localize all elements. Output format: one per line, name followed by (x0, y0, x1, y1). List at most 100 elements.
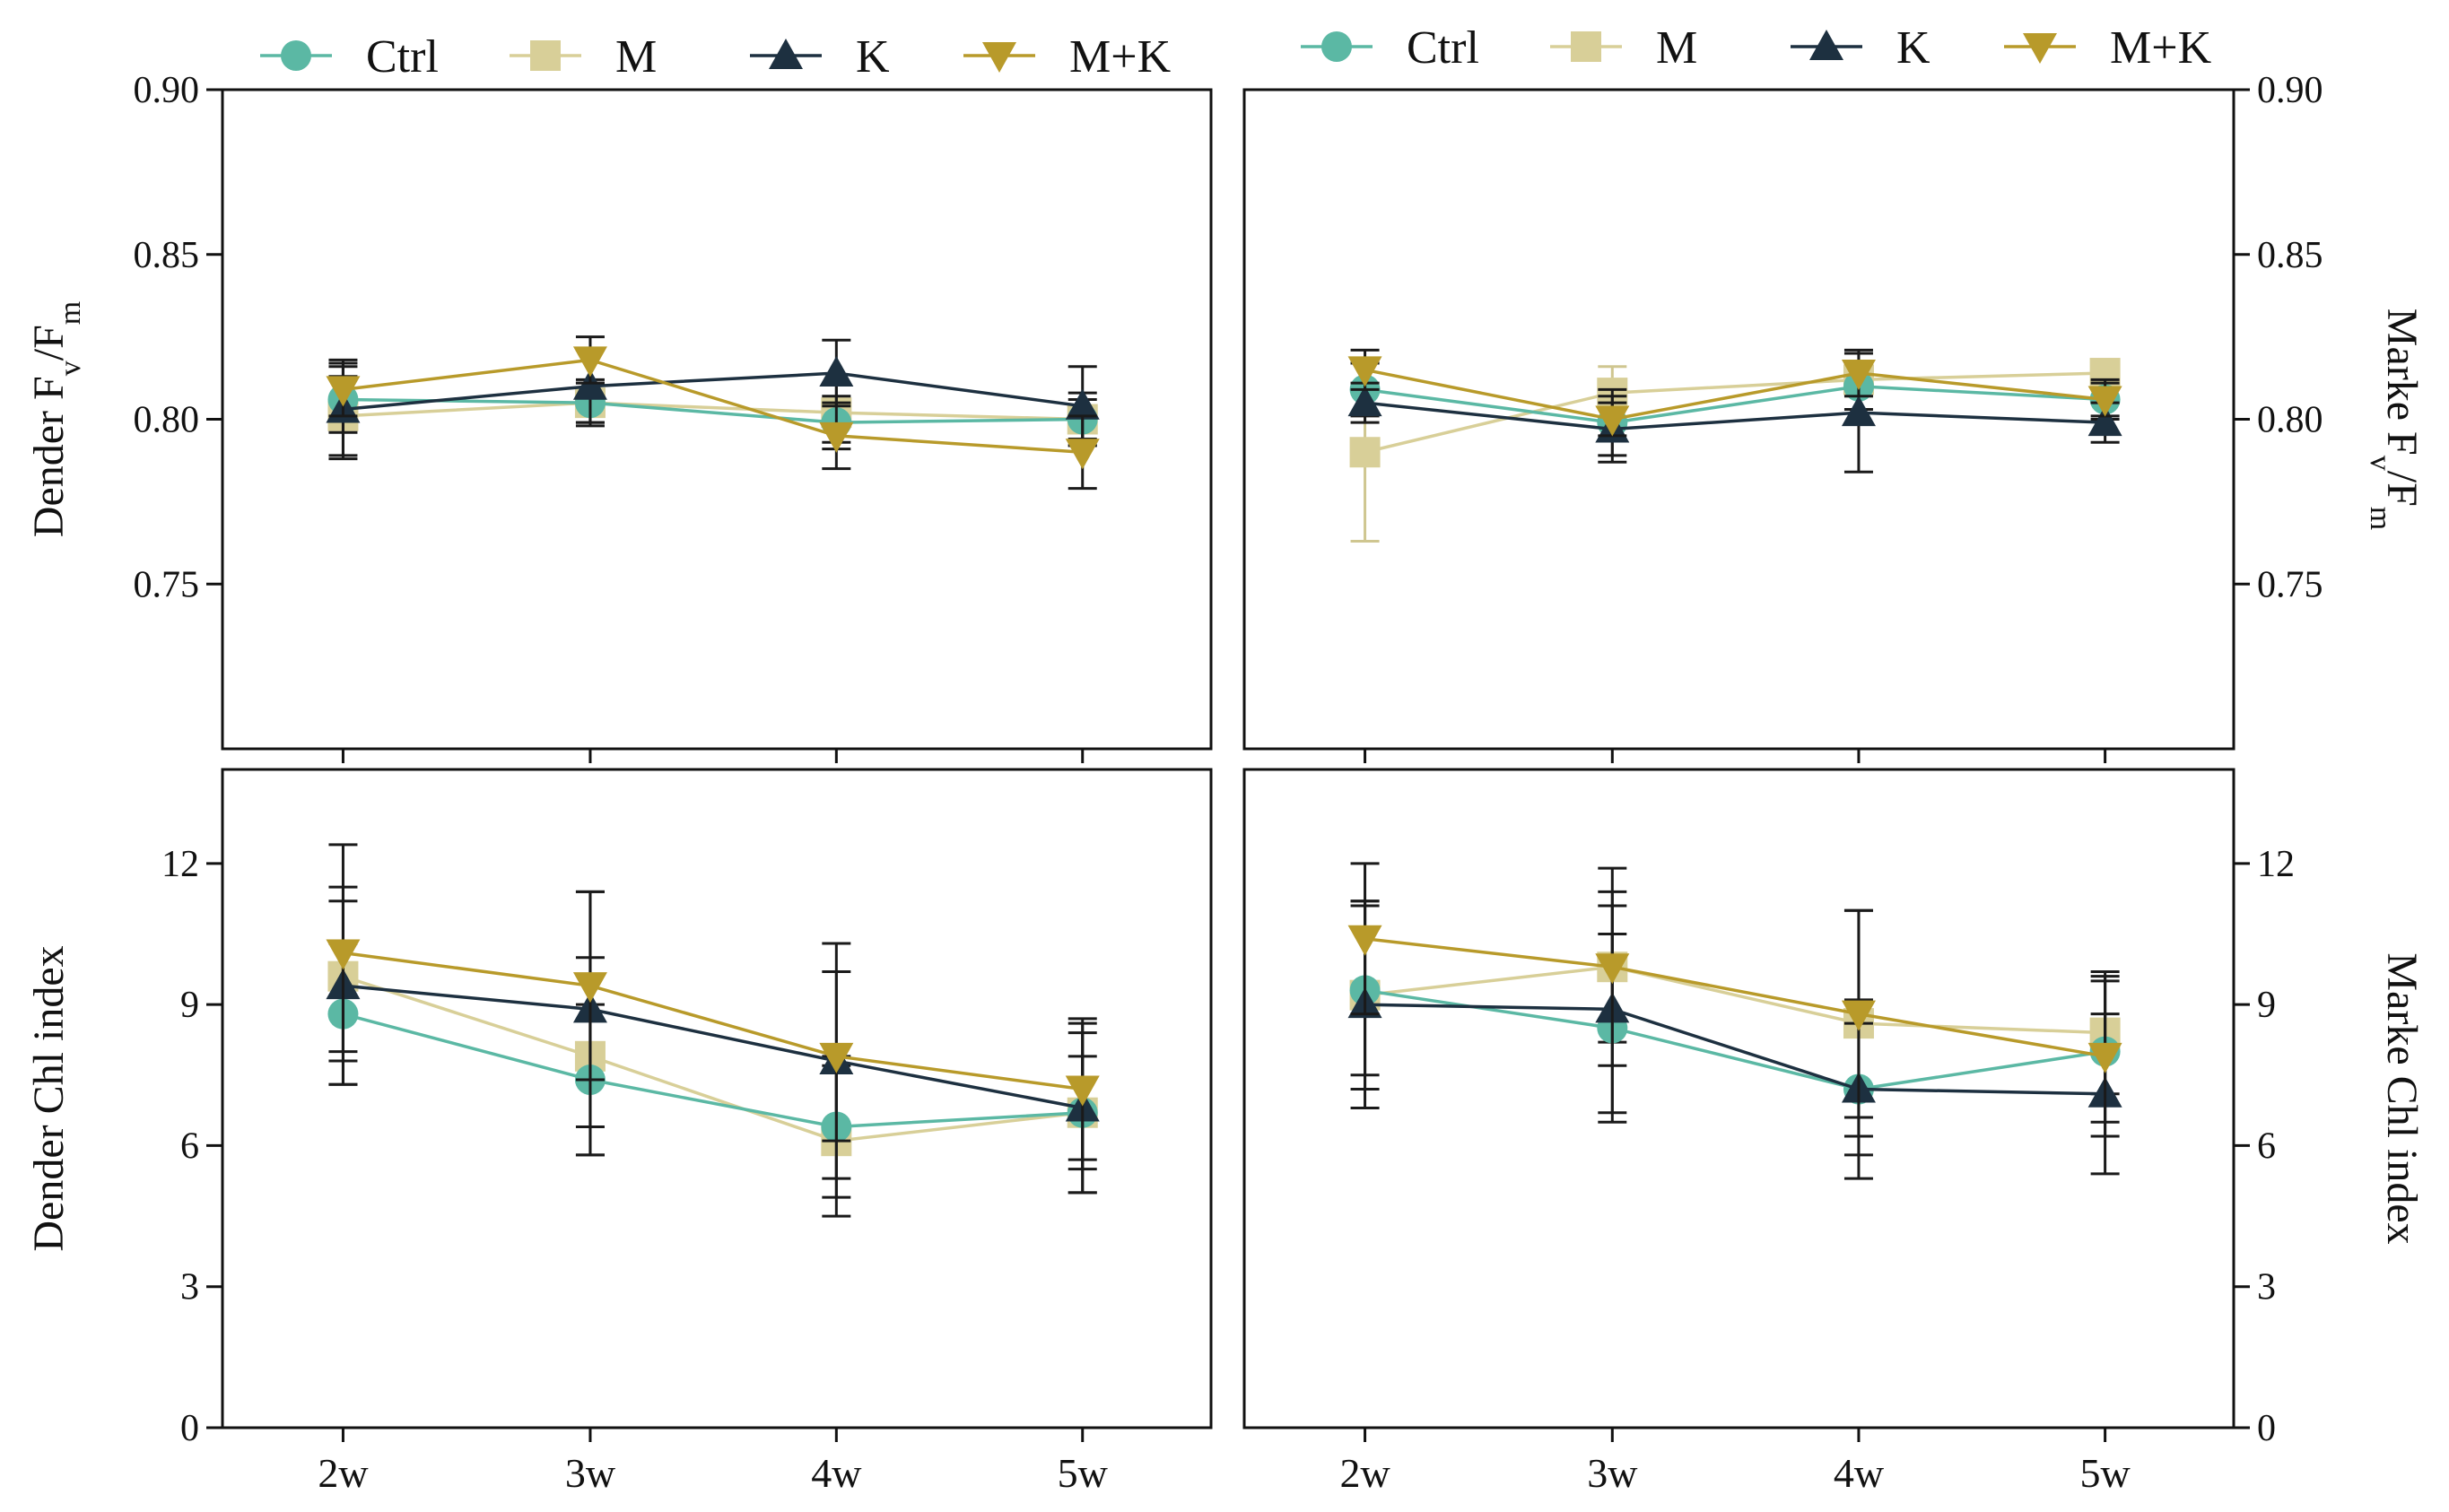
series-line-K (1364, 401, 2105, 431)
legend-marker-M (1571, 31, 1601, 62)
dender-fvfm-legend: Ctrl M K M+K (260, 31, 1172, 83)
y-tick-label: 6 (2257, 1125, 2276, 1167)
series-line-Ctrl (1364, 988, 2105, 1091)
legend-item-Ctrl: Ctrl (260, 31, 439, 83)
series-line-K (343, 371, 1083, 412)
dender-fvfm-panel: 0.75 0.80 0.85 0.90 Dender Fv/Fm Ctrl M K M+K (25, 31, 1213, 763)
legend-marker-K (769, 39, 803, 69)
y-tick-label: 0.85 (134, 235, 200, 276)
data-point-M+K (2087, 1042, 2122, 1073)
series-K (1347, 899, 2122, 1176)
data-point-M+K (1595, 953, 1630, 985)
series-K (1347, 352, 2122, 474)
data-point-M (1349, 437, 1381, 468)
x-tick-label: 3w (1587, 1450, 1638, 1496)
x-tick-label: 5w (2079, 1450, 2131, 1496)
data-point-M+K (2087, 386, 2122, 417)
data-point-K (2087, 405, 2122, 437)
marke-chl-ylabel: Marke Chl index (2378, 952, 2426, 1244)
data-point-M+K (1595, 405, 1630, 437)
legend-marker-K (1809, 30, 1843, 60)
x-tick-label: 2w (318, 1450, 369, 1496)
series-line-M+K (1364, 937, 2105, 1058)
marke-fvfm-panel: 0.75 0.80 0.85 0.90 Marke Fv/Fm Ctrl M K M+K (1242, 22, 2427, 763)
y-tick-label: 0 (180, 1408, 199, 1449)
data-point-K (1841, 395, 1876, 427)
y-tick-label: 3 (180, 1267, 199, 1308)
legend-item-M: M (510, 31, 657, 83)
legend-item-M+K: M+K (963, 31, 1172, 83)
legend-item-K: K (750, 31, 890, 83)
series-line-M+K (1364, 368, 2105, 421)
y-tick-label: 0.75 (134, 564, 200, 605)
dender-chl-ylabel: Dender Chl index (25, 945, 73, 1251)
legend-marker-Ctrl (281, 40, 311, 71)
marke-fvfm-legend: Ctrl M K M+K (1301, 22, 2212, 74)
y-tick-label: 0 (2257, 1408, 2276, 1449)
marke-fvfm-ylabel: Marke Fv/Fm (2365, 308, 2427, 530)
series-line-Ctrl (342, 1012, 1083, 1129)
legend-label: M+K (2110, 22, 2212, 74)
series-M+K (326, 335, 1100, 491)
legend-label: K (856, 31, 890, 83)
legend-item-M: M (1550, 22, 1697, 74)
legend-marker-M+K (982, 42, 1016, 73)
series-Ctrl (1349, 904, 2121, 1180)
y-tick-label: 9 (2257, 985, 2276, 1026)
series-M+K (326, 843, 1100, 1161)
data-point-M+K (326, 939, 361, 970)
x-tick-label: 5w (1058, 1450, 1109, 1496)
series-M (1349, 358, 2121, 543)
series-line-K (1364, 1003, 2105, 1096)
data-point-M+K (1841, 360, 1876, 391)
y-tick-label: 12 (161, 844, 199, 885)
legend-marker-M+K (2023, 33, 2057, 64)
dender-chl-frame (221, 768, 1213, 1429)
data-point-K (819, 356, 854, 387)
legend-item-M+K: M+K (2004, 22, 2212, 74)
series-M (327, 899, 1098, 1218)
series-line-K (343, 984, 1084, 1110)
series-line-M+K (343, 358, 1083, 454)
y-tick-label: 3 (2257, 1267, 2276, 1308)
legend-item-K: K (1791, 22, 1930, 74)
x-tick-label: 2w (1339, 1450, 1390, 1496)
legend-marker-Ctrl (1321, 31, 1352, 62)
series-M (327, 375, 1098, 457)
marke-chl-panel: 0 3 6 9 12 2w 3w 4w 5w Marke Chl index (1242, 768, 2426, 1496)
data-point-K (1065, 388, 1100, 420)
y-tick-label: 12 (2257, 844, 2295, 885)
x-tick-label: 3w (565, 1450, 616, 1496)
series-line-M (1364, 965, 2105, 1035)
data-point-M+K (572, 346, 607, 378)
series-line-M (343, 401, 1083, 421)
x-tick-label: 4w (811, 1450, 862, 1496)
series-line-M (342, 975, 1083, 1143)
y-tick-label: 9 (180, 985, 199, 1026)
data-point-M+K (1347, 356, 1382, 387)
series-line-M (1364, 371, 2105, 454)
data-point-K (1347, 386, 1382, 417)
data-point-M+K (572, 972, 607, 1004)
series-M (1349, 890, 2121, 1138)
series-Ctrl (327, 942, 1098, 1199)
series-line-Ctrl (343, 397, 1083, 424)
y-tick-label: 0.80 (134, 400, 200, 441)
data-point-M+K (326, 376, 361, 407)
series-line-Ctrl (1364, 384, 2105, 424)
legend-label: M (615, 31, 657, 83)
data-point-M+K (1841, 1000, 1876, 1031)
data-point-M+K (819, 1042, 854, 1073)
legend-label: Ctrl (1407, 22, 1479, 74)
series-K (326, 338, 1100, 461)
data-point-M+K (1065, 1075, 1100, 1107)
series-M+K (1347, 348, 2122, 438)
legend-label: K (1896, 22, 1930, 74)
y-tick-label: 0.90 (2257, 70, 2323, 111)
legend-marker-M (530, 40, 561, 71)
marke-chl-frame (1242, 768, 2235, 1429)
series-M+K (1347, 862, 2122, 1138)
series-line-M+K (343, 951, 1083, 1091)
legend-label: M+K (1069, 31, 1172, 83)
